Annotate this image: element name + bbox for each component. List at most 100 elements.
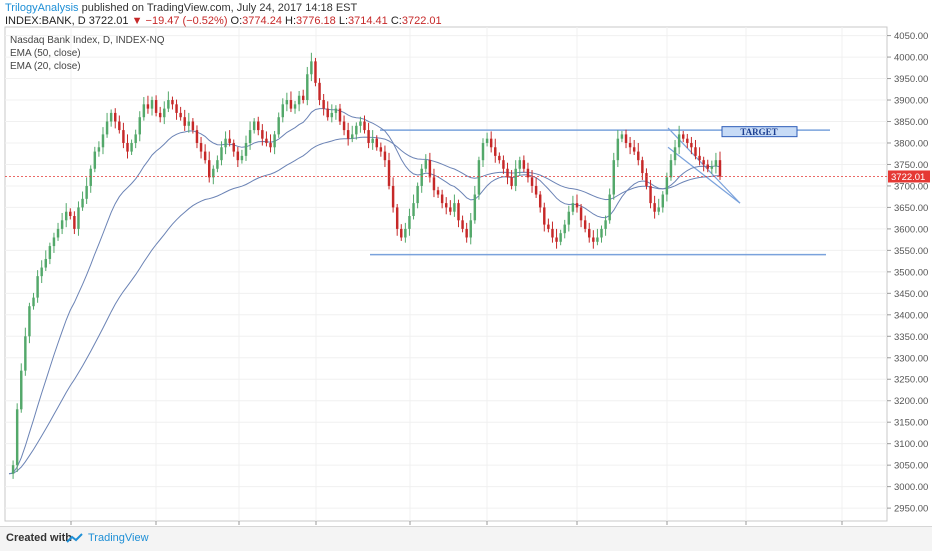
candle-body	[714, 160, 718, 167]
price-chart[interactable]: TARGET 2950.00 3000.00 3050.00 3100.00 3150.…	[0, 0, 932, 526]
candle-body	[342, 121, 346, 131]
candle-body	[718, 160, 722, 177]
y-tick-label: 3350.00	[894, 332, 928, 343]
candle-body	[583, 220, 587, 229]
candle-body	[706, 164, 709, 169]
candle-body	[408, 216, 411, 229]
candle-body	[334, 108, 338, 113]
candle-body	[281, 104, 285, 118]
candle-body	[575, 203, 579, 208]
candle-body	[596, 237, 599, 242]
candle-body	[665, 177, 669, 195]
candle-body	[240, 155, 244, 161]
candle-body	[453, 203, 456, 212]
candle-body	[506, 168, 509, 178]
o-label: O:	[230, 15, 243, 27]
candle-body	[563, 224, 566, 234]
candle-body	[118, 121, 121, 131]
c-value: 3722.01	[401, 15, 442, 27]
candle-body	[355, 125, 358, 135]
y-tick-label: 4050.00	[894, 31, 928, 42]
candle-body	[481, 142, 485, 161]
candle-body	[232, 142, 235, 152]
y-tick-label: 3700.00	[894, 181, 928, 192]
candle-body	[15, 409, 19, 466]
candle-body	[440, 194, 444, 204]
candle-body	[44, 258, 48, 268]
candle-body	[395, 207, 399, 229]
y-axis: 2950.00 3000.00 3050.00 3100.00 3150.00 3200.…	[887, 31, 928, 515]
published-text: published on TradingView.com, July 24, 2…	[81, 2, 358, 14]
candle-body	[48, 246, 52, 259]
candle-body	[163, 108, 166, 118]
candle-body	[608, 194, 611, 221]
target-label: TARGET	[740, 127, 777, 137]
candle-body	[485, 138, 489, 143]
y-tick-label: 3800.00	[894, 138, 928, 149]
candle-body	[64, 211, 68, 221]
candle-body	[105, 121, 109, 135]
y-tick-label: 4000.00	[894, 53, 928, 64]
candle-body	[216, 160, 219, 169]
candle-body	[289, 100, 293, 109]
candle-body	[592, 237, 595, 242]
y-tick-label: 3000.00	[894, 482, 928, 493]
y-tick-label: 3450.00	[894, 289, 928, 300]
candle-body	[555, 237, 558, 242]
symbol-name: INDEX:BANK, D	[5, 15, 86, 27]
candle-body	[600, 228, 603, 238]
candle-body	[518, 160, 522, 169]
candle-body	[77, 207, 80, 229]
candle-body	[669, 160, 673, 178]
author-link[interactable]: TrilogyAnalysis	[5, 2, 79, 14]
candle-body	[473, 194, 477, 221]
y-tick-label: 3600.00	[894, 224, 928, 235]
candle-body	[56, 228, 60, 238]
candle-body	[489, 138, 493, 148]
wedge-lower-line	[667, 146, 741, 204]
candle-body	[134, 134, 137, 143]
candle-body	[85, 185, 88, 199]
candle-body	[330, 112, 334, 118]
y-tick-label: 3650.00	[894, 203, 928, 214]
candle-body	[424, 160, 428, 169]
candle-body	[273, 134, 276, 148]
candle-body	[612, 160, 615, 195]
candle-body	[571, 203, 575, 212]
candle-body	[375, 138, 378, 148]
candle-body	[93, 151, 97, 169]
candle-body	[383, 151, 387, 161]
candle-body	[265, 138, 268, 143]
candle-body	[11, 465, 15, 474]
candle-body	[220, 147, 223, 161]
candle-body	[677, 134, 681, 148]
candle-body	[122, 130, 125, 143]
candle-body	[510, 177, 513, 186]
candle-body	[199, 142, 203, 152]
candle-body	[673, 147, 677, 161]
y-tick-label: 3500.00	[894, 267, 928, 278]
candle-body	[114, 112, 117, 122]
y-tick-label: 3300.00	[894, 353, 928, 364]
candle-body	[195, 130, 199, 143]
candle-body	[641, 160, 644, 174]
candle-body	[559, 233, 562, 242]
candle-body	[428, 160, 432, 178]
overlays: 3722.01	[5, 170, 930, 183]
candle-body	[228, 138, 231, 143]
candle-body	[142, 104, 146, 118]
candle-body	[28, 306, 31, 337]
candle-body	[310, 61, 313, 75]
legend-title: Nasdaq Bank Index, D, INDEX-NQ	[10, 35, 165, 46]
candle-body	[657, 207, 660, 212]
candle-body	[81, 198, 84, 208]
candle-body	[101, 134, 105, 148]
candle-body	[645, 173, 648, 186]
symbol-bar: INDEX:BANK, D 3722.01 ▼ −19.47 (−0.52%) …	[5, 15, 442, 27]
candle-body	[449, 207, 452, 212]
tradingview-brand[interactable]: TradingView	[88, 532, 149, 544]
candle-body	[175, 104, 178, 113]
y-tick-label: 3200.00	[894, 396, 928, 407]
candle-body	[404, 228, 407, 238]
x-axis: Dec2017FebMarAprMayJunJulAugSep	[70, 521, 843, 525]
